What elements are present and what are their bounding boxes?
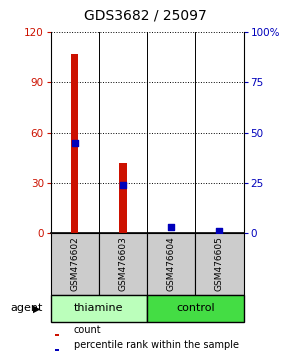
Text: GDS3682 / 25097: GDS3682 / 25097 bbox=[84, 9, 206, 23]
Point bbox=[217, 229, 222, 234]
Text: agent: agent bbox=[10, 303, 43, 313]
Text: GSM476603: GSM476603 bbox=[119, 236, 128, 291]
Bar bbox=[55, 349, 59, 351]
Text: GSM476602: GSM476602 bbox=[70, 237, 79, 291]
Text: percentile rank within the sample: percentile rank within the sample bbox=[74, 340, 239, 350]
Bar bbox=[99, 233, 147, 295]
Text: count: count bbox=[74, 325, 102, 335]
Point bbox=[169, 224, 174, 230]
Point bbox=[121, 182, 125, 188]
Text: ▶: ▶ bbox=[33, 303, 41, 313]
Bar bbox=[119, 163, 127, 233]
Bar bbox=[51, 233, 99, 295]
Bar bbox=[195, 233, 244, 295]
Bar bbox=[147, 295, 244, 322]
Point bbox=[72, 140, 77, 145]
Bar bbox=[147, 233, 195, 295]
Text: GSM476604: GSM476604 bbox=[167, 237, 176, 291]
Text: thiamine: thiamine bbox=[74, 303, 124, 313]
Text: control: control bbox=[176, 303, 215, 313]
Text: GSM476605: GSM476605 bbox=[215, 236, 224, 291]
Bar bbox=[55, 334, 59, 336]
Bar bbox=[51, 295, 147, 322]
Bar bbox=[71, 54, 79, 233]
